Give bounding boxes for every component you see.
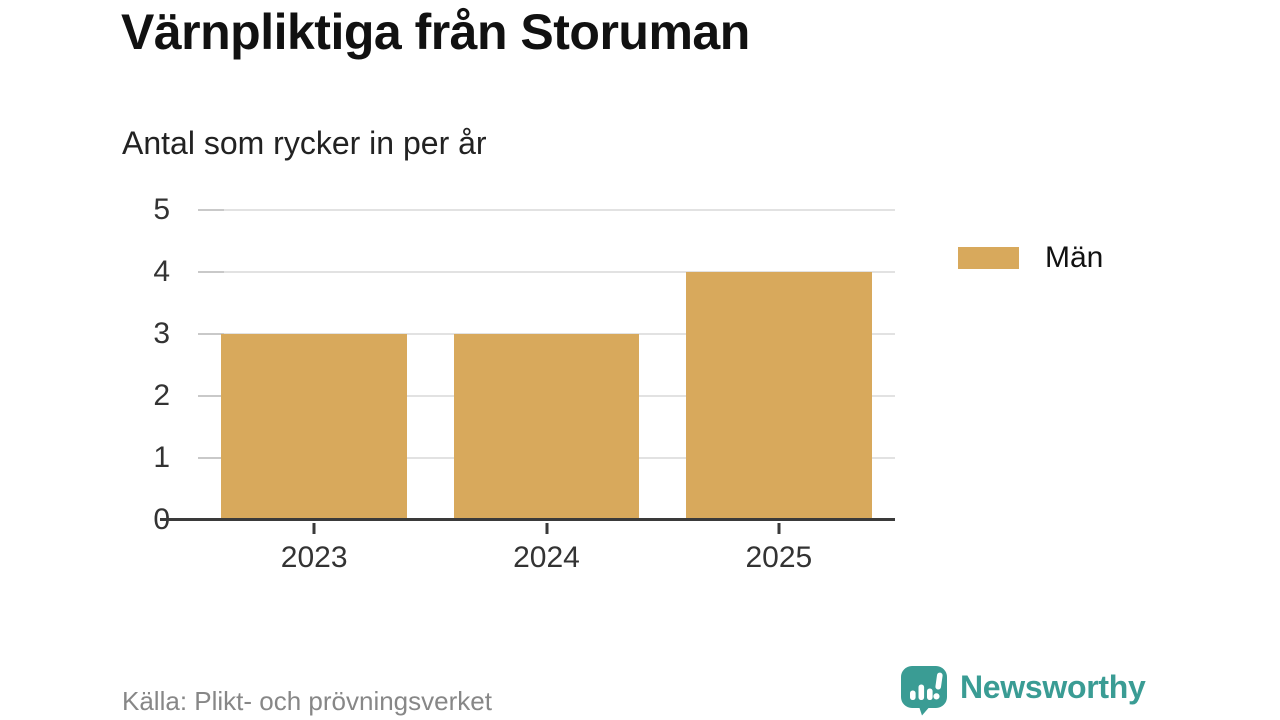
x-axis-tick [545,523,548,534]
brand-logo: Newsworthy [899,664,1146,716]
x-tick-label: 2024 [513,541,580,574]
bar [685,272,872,520]
y-tick-label: 1 [153,441,170,474]
y-axis-tick [198,333,224,335]
brand-name: Newsworthy [960,669,1146,705]
gridline [198,271,895,273]
y-axis-tick [198,395,224,397]
y-tick-label: 2 [153,379,170,412]
y-axis-labels: 012345 [90,195,184,535]
x-tick-label: 2025 [745,541,813,574]
x-axis-line [160,518,895,521]
plot-area [160,209,895,534]
x-axis-tick [312,523,316,534]
gridline [198,209,895,211]
y-axis-tick [198,457,224,459]
chart-subtitle: Antal som rycker in per år [122,125,487,161]
newsworthy-bar-chart-speech-bubble-icon [901,666,947,716]
legend-swatch [958,247,1019,269]
y-axis-tick [198,271,224,273]
legend: Män [958,240,1103,276]
y-axis-tick [198,209,224,211]
legend-label: Män [1045,241,1104,274]
bar [453,334,640,520]
y-tick-label: 5 [153,193,170,226]
x-axis-labels: 2023 2024 2025 [198,540,895,580]
x-axis-tick [777,523,781,534]
chart-title: Värnpliktiga från Storuman [121,4,750,60]
bar [221,334,408,520]
x-tick-label: 2023 [280,541,348,574]
y-tick-label: 3 [153,317,170,350]
source-note: Källa: Plikt- och prövningsverket [122,686,492,716]
y-tick-label: 4 [153,255,170,288]
